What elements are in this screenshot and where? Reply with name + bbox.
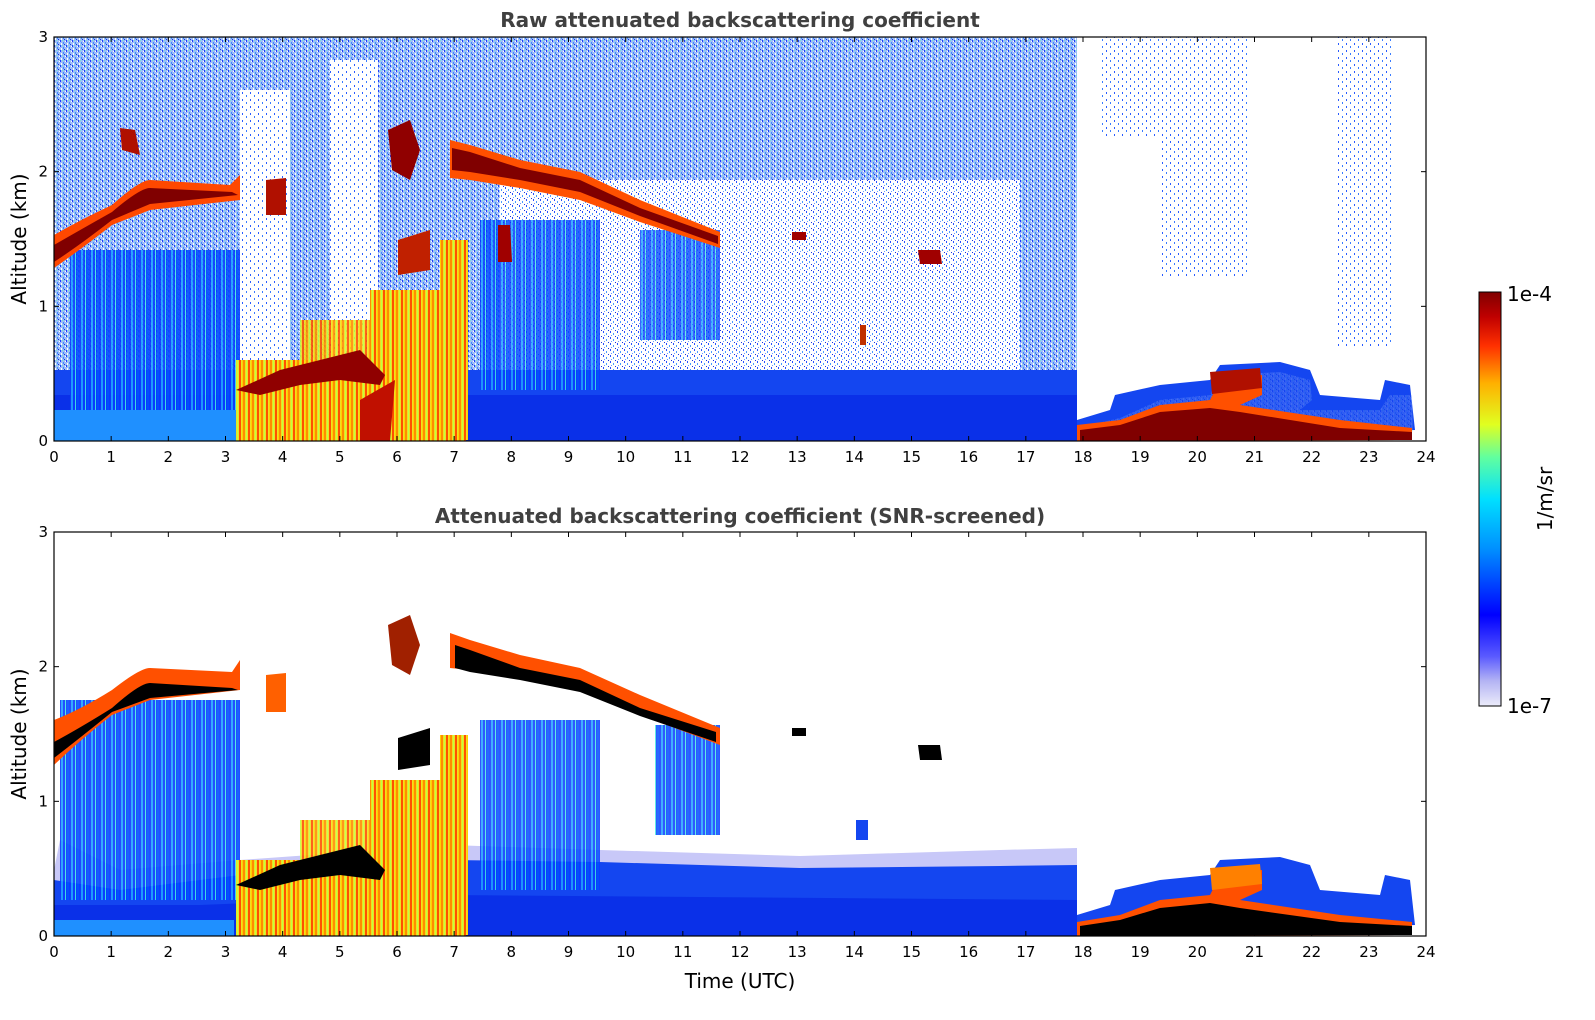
- x-tick-label-raw: 17: [1016, 448, 1035, 466]
- x-ticks-raw: 0 1 2 3 4 5 6 7 8 9 10 11 12 13 14 15 16 17 18 19 20 21 22 23 24: [49, 37, 1436, 466]
- x-axis-label: Time (UTC): [684, 969, 796, 993]
- x-tick-label-screened: 14: [845, 943, 864, 961]
- x-tick-label-screened: 13: [788, 943, 807, 961]
- x-tick-label-raw: 21: [1245, 448, 1264, 466]
- x-tick-label-raw: 2: [164, 448, 174, 466]
- y-axis-label-screened: Altitude (km): [7, 668, 31, 799]
- x-tick-label-screened: 21: [1245, 943, 1264, 961]
- x-tick-label-screened: 0: [49, 943, 59, 961]
- x-tick-label-screened: 11: [673, 943, 692, 961]
- x-tick-label-screened: 19: [1131, 943, 1150, 961]
- x-tick-label-raw: 4: [278, 448, 288, 466]
- y-axis-label-raw: Altitude (km): [7, 173, 31, 304]
- x-tick-label-screened: 7: [449, 943, 459, 961]
- x-tick-label-screened: 10: [616, 943, 635, 961]
- y-ticks-raw: 0 1 2 3: [38, 28, 1426, 450]
- x-tick-label-screened: 12: [730, 943, 749, 961]
- y-tick-label-screened: 0: [38, 927, 48, 945]
- colorbar-gradient: [1478, 291, 1502, 707]
- x-tick-label-screened: 20: [1188, 943, 1207, 961]
- x-tick-label-raw: 11: [673, 448, 692, 466]
- x-tick-label-raw: 6: [392, 448, 402, 466]
- x-ticks-screened: 0 1 2 3 4 5 6 7 8 9 10 11 12 13 14 15 16 17 18 19 20 21 22 23 24: [49, 532, 1436, 961]
- x-tick-label-raw: 5: [335, 448, 345, 466]
- x-tick-label-screened: 18: [1073, 943, 1092, 961]
- x-tick-label-screened: 3: [221, 943, 231, 961]
- x-tick-label-screened: 15: [902, 943, 921, 961]
- y-tick-label-raw: 2: [38, 163, 48, 181]
- x-tick-label-raw: 18: [1073, 448, 1092, 466]
- x-tick-label-screened: 2: [164, 943, 174, 961]
- x-tick-label-raw: 15: [902, 448, 921, 466]
- x-tick-label-screened: 6: [392, 943, 402, 961]
- x-tick-label-raw: 13: [788, 448, 807, 466]
- x-tick-label-screened: 4: [278, 943, 288, 961]
- x-tick-label-screened: 8: [507, 943, 517, 961]
- x-tick-label-raw: 14: [845, 448, 864, 466]
- x-tick-label-raw: 9: [564, 448, 574, 466]
- x-tick-label-raw: 23: [1359, 448, 1378, 466]
- x-tick-label-screened: 24: [1416, 943, 1435, 961]
- x-tick-label-raw: 16: [959, 448, 978, 466]
- x-tick-label-raw: 3: [221, 448, 231, 466]
- y-tick-label-raw: 0: [38, 432, 48, 450]
- panel-title-raw: Raw attenuated backscattering coefficien…: [500, 8, 980, 32]
- y-tick-label-screened: 1: [38, 792, 48, 810]
- y-ticks-screened: 0 1 2 3: [38, 523, 1426, 945]
- y-tick-label-raw: 1: [38, 297, 48, 315]
- x-tick-label-screened: 1: [106, 943, 116, 961]
- x-tick-label-raw: 1: [106, 448, 116, 466]
- y-tick-label-screened: 3: [38, 523, 48, 541]
- x-tick-label-raw: 22: [1302, 448, 1321, 466]
- panel-title-screened: Attenuated backscattering coefficient (S…: [435, 504, 1045, 528]
- colorbar-min-label: 1e-7: [1507, 694, 1552, 718]
- x-tick-label-screened: 17: [1016, 943, 1035, 961]
- x-tick-label-screened: 16: [959, 943, 978, 961]
- y-tick-label-screened: 2: [38, 658, 48, 676]
- x-tick-label-raw: 12: [730, 448, 749, 466]
- x-tick-label-raw: 24: [1416, 448, 1435, 466]
- x-tick-label-screened: 22: [1302, 943, 1321, 961]
- x-tick-label-raw: 20: [1188, 448, 1207, 466]
- x-tick-label-raw: 0: [49, 448, 59, 466]
- colorbar-max-label: 1e-4: [1507, 282, 1552, 306]
- colorbar-unit-label: 1/m/sr: [1533, 466, 1557, 531]
- heatmap-screened: [54, 532, 1426, 936]
- x-tick-label-raw: 19: [1131, 448, 1150, 466]
- x-tick-label-screened: 23: [1359, 943, 1378, 961]
- heatmap-raw: [54, 37, 1426, 441]
- panel-raw: Raw attenuated backscattering coefficien…: [7, 8, 1436, 466]
- colorbar: 1e-4 1e-7 1/m/sr: [1478, 282, 1557, 718]
- panel-screened: Attenuated backscattering coefficient (S…: [7, 504, 1436, 993]
- y-tick-label-raw: 3: [38, 28, 48, 46]
- x-tick-label-raw: 8: [507, 448, 517, 466]
- x-tick-label-screened: 9: [564, 943, 574, 961]
- x-tick-label-screened: 5: [335, 943, 345, 961]
- x-tick-label-raw: 10: [616, 448, 635, 466]
- x-tick-label-raw: 7: [449, 448, 459, 466]
